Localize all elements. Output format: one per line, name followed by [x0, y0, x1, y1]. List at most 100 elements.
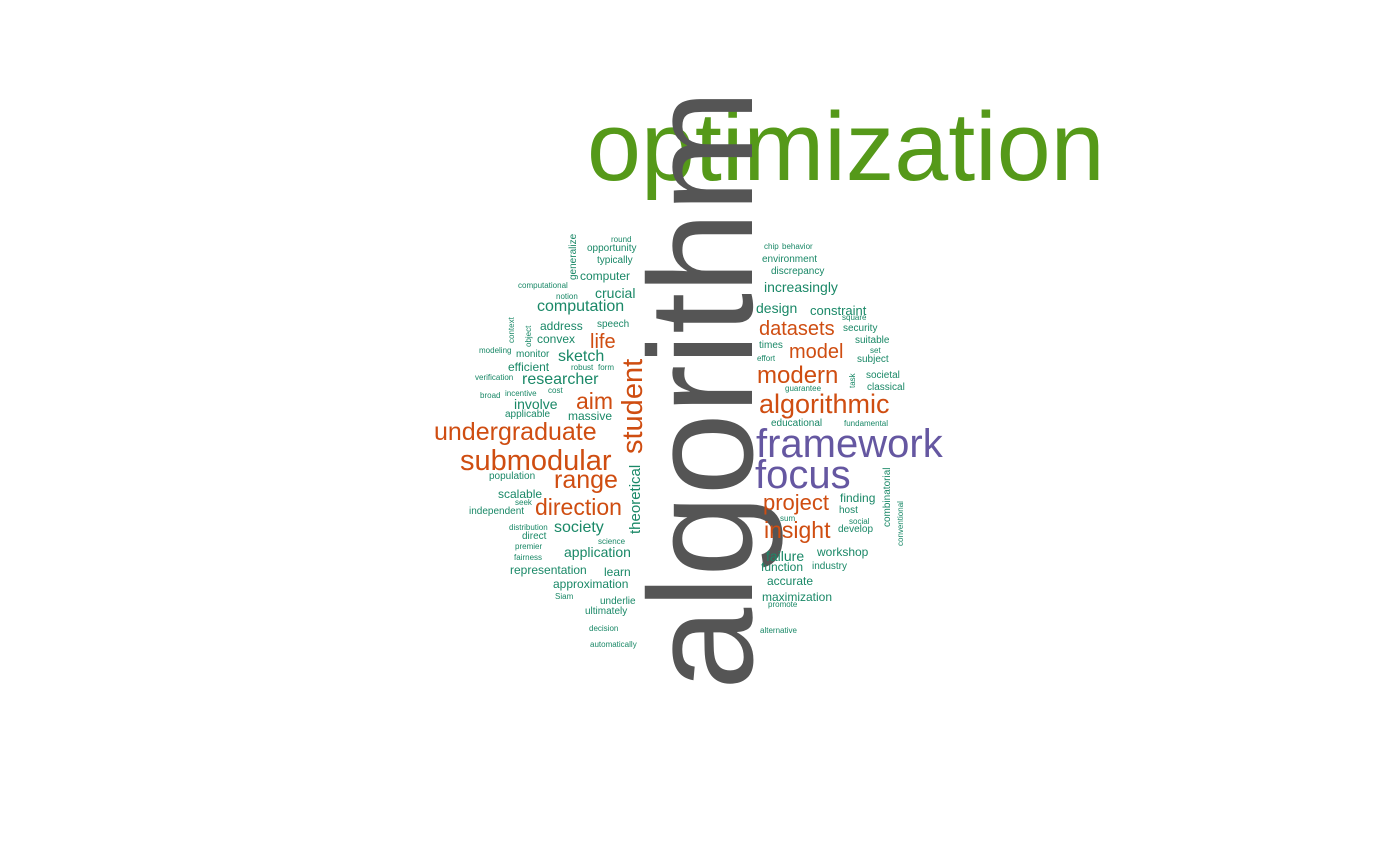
- word-typically: typically: [597, 255, 633, 266]
- word-social: social: [849, 517, 870, 526]
- word-broad: broad: [480, 391, 501, 400]
- word-verification: verification: [475, 373, 514, 382]
- word-promote: promote: [768, 600, 798, 609]
- word-science: science: [598, 537, 626, 546]
- word-framework: framework: [756, 422, 943, 466]
- word-focus: focus: [755, 453, 851, 497]
- word-behavior: behavior: [782, 242, 813, 251]
- word-function: function: [761, 560, 804, 574]
- word-insight: insight: [764, 517, 831, 543]
- word-round: round: [611, 235, 632, 244]
- word-times: times: [759, 340, 783, 351]
- word-premier: premier: [515, 542, 543, 551]
- word-monitor: monitor: [516, 349, 550, 360]
- word-alternative: alternative: [760, 626, 797, 635]
- word-ultimately: ultimately: [585, 606, 628, 617]
- word-researcher: researcher: [522, 371, 599, 388]
- word-range: range: [554, 466, 618, 494]
- word-subject: subject: [857, 354, 889, 365]
- word-learn: learn: [604, 565, 631, 579]
- word-involve: involve: [514, 396, 558, 412]
- word-educational: educational: [771, 418, 823, 429]
- word-opportunity: opportunity: [587, 243, 637, 254]
- word-incentive: incentive: [505, 389, 537, 398]
- word-chip: chip: [764, 242, 779, 251]
- word-fundamental: fundamental: [844, 419, 889, 428]
- word-applicable: applicable: [505, 409, 551, 420]
- word-siam: Siam: [555, 592, 574, 601]
- word-efficient: efficient: [508, 360, 550, 374]
- word-underlie: underlie: [600, 596, 636, 607]
- word-crucial: crucial: [595, 285, 636, 301]
- word-discrepancy: discrepancy: [771, 266, 825, 277]
- word-classical: classical: [867, 382, 905, 393]
- word-optimization: optimization: [587, 92, 1105, 201]
- word-robust: robust: [571, 363, 594, 372]
- word-sum: sum: [780, 514, 796, 523]
- word-sketch: sketch: [558, 348, 605, 365]
- word-maximization: maximization: [762, 590, 833, 604]
- word-submodular: submodular: [460, 445, 612, 477]
- word-develop: develop: [838, 524, 874, 535]
- word-algorithm: algorithm: [619, 90, 784, 690]
- word-host: host: [839, 505, 858, 516]
- word-population: population: [489, 471, 536, 482]
- word-approximation: approximation: [553, 577, 629, 591]
- word-modern: modern: [757, 362, 839, 389]
- word-design: design: [756, 300, 798, 316]
- word-constraint: constraint: [810, 303, 867, 318]
- word-distribution: distribution: [509, 523, 548, 532]
- word-society: society: [554, 519, 604, 536]
- word-context: context: [507, 317, 516, 343]
- word-theoretical: theoretical: [627, 464, 644, 534]
- word-modeling: modeling: [479, 346, 512, 355]
- word-computational: computational: [518, 281, 568, 290]
- word-speech: speech: [597, 319, 630, 330]
- word-workshop: workshop: [817, 545, 869, 559]
- word-direct: direct: [522, 531, 547, 542]
- word-aim: aim: [576, 388, 614, 414]
- word-square: square: [842, 313, 867, 322]
- word-computation: computation: [537, 298, 625, 315]
- word-undergraduate: undergraduate: [434, 418, 597, 446]
- word-life: life: [590, 331, 616, 353]
- word-cost: cost: [548, 386, 563, 395]
- word-notion: notion: [556, 292, 578, 301]
- word-scalable: scalable: [498, 487, 543, 501]
- word-finding: finding: [840, 491, 876, 505]
- word-convex: convex: [537, 332, 576, 346]
- word-datasets: datasets: [759, 318, 835, 340]
- word-guarantee: guarantee: [785, 384, 822, 393]
- word-object: object: [524, 325, 533, 347]
- word-form: form: [598, 363, 614, 372]
- word-effort: effort: [757, 354, 776, 363]
- word-conventional: conventional: [896, 501, 905, 546]
- word-automatically: automatically: [590, 640, 637, 649]
- word-combinatorial: combinatorial: [882, 467, 893, 527]
- word-industry: industry: [812, 561, 848, 572]
- word-seek: seek: [515, 498, 532, 507]
- word-security: security: [843, 323, 878, 334]
- word-address: address: [540, 319, 583, 333]
- word-task: task: [848, 373, 857, 388]
- word-application: application: [564, 544, 631, 560]
- word-set: set: [870, 346, 881, 355]
- word-environment: environment: [762, 254, 818, 265]
- word-societal: societal: [866, 370, 900, 381]
- word-project: project: [763, 490, 830, 515]
- word-massive: massive: [568, 409, 613, 423]
- word-accurate: accurate: [767, 574, 814, 588]
- word-fairness: fairness: [514, 553, 543, 562]
- word-representation: representation: [510, 563, 587, 577]
- word-computer: computer: [580, 269, 631, 283]
- word-direction: direction: [535, 494, 622, 520]
- word-independent: independent: [469, 506, 525, 517]
- word-generalize: generalize: [568, 233, 579, 280]
- word-student: student: [617, 358, 649, 454]
- word-model: model: [789, 341, 844, 363]
- word-algorithmic: algorithmic: [759, 389, 890, 419]
- word-suitable: suitable: [855, 335, 890, 346]
- word-increasingly: increasingly: [764, 279, 838, 295]
- word-decision: decision: [589, 624, 619, 633]
